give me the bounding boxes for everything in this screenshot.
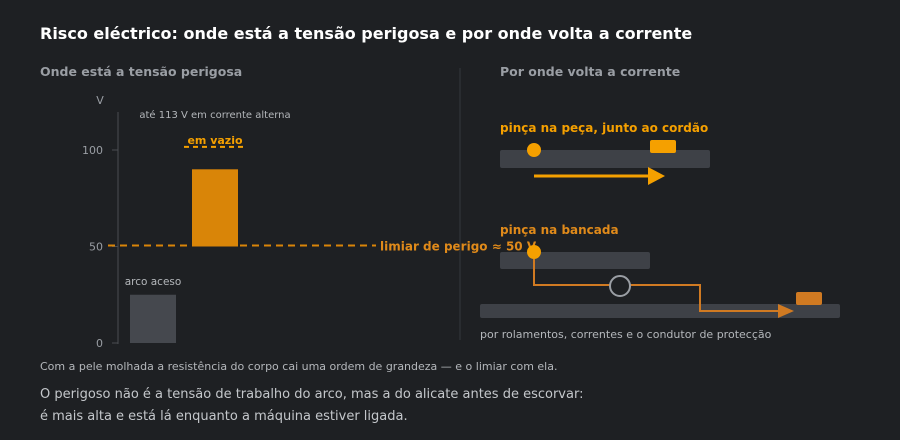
weld-point-bad: [796, 292, 822, 305]
conclusion-line-2: é mais alta e está lá enquanto a máquina…: [40, 409, 408, 424]
bad-current-path: [533, 259, 782, 312]
conclusion-line-1: O perigoso não é a tensão de trabalho do…: [40, 387, 584, 402]
bar-no-load: [192, 169, 238, 247]
y-tick-label: 100: [82, 144, 103, 157]
y-ticks: 100 50 0: [82, 144, 118, 350]
weld-point-good: [650, 140, 676, 153]
bar-arc-on-label: arco aceso: [125, 276, 182, 288]
left-panel-heading: Onde está a tensão perigosa: [40, 64, 243, 79]
ac-max-note: até 113 V em corrente alterna: [139, 109, 290, 121]
no-load-label: em vazio: [187, 134, 243, 147]
y-tick-label: 0: [96, 337, 103, 350]
good-case-label: pinça na peça, junto ao cordão: [500, 121, 708, 135]
footnote: Com a pele molhada a resistência do corp…: [40, 360, 558, 373]
conclusion: O perigoso não é a tensão de trabalho do…: [40, 384, 583, 428]
workpiece-bar-good: [500, 150, 710, 168]
bearing-icon: [609, 275, 631, 297]
clamp-on-workpiece: [527, 143, 541, 157]
bad-case-label: pinça na bancada: [500, 223, 619, 237]
clamp-on-bench: [527, 245, 541, 259]
y-tick-label: 50: [89, 241, 103, 254]
bad-path-caption: por rolamentos, correntes e o condutor d…: [480, 328, 772, 341]
bad-current-arrowhead: [778, 304, 794, 318]
page-title: Risco eléctrico: onde está a tensão peri…: [40, 24, 693, 43]
y-axis-unit: V: [96, 94, 104, 107]
right-panel-heading: Por onde volta a corrente: [500, 64, 681, 79]
danger-threshold-label: limiar de perigo ≈ 50 V: [380, 240, 537, 254]
bench-bar: [500, 252, 650, 269]
bar-arc-on: [130, 294, 176, 343]
good-current-arrowhead: [648, 167, 665, 185]
machine-frame-bar: [480, 304, 840, 318]
